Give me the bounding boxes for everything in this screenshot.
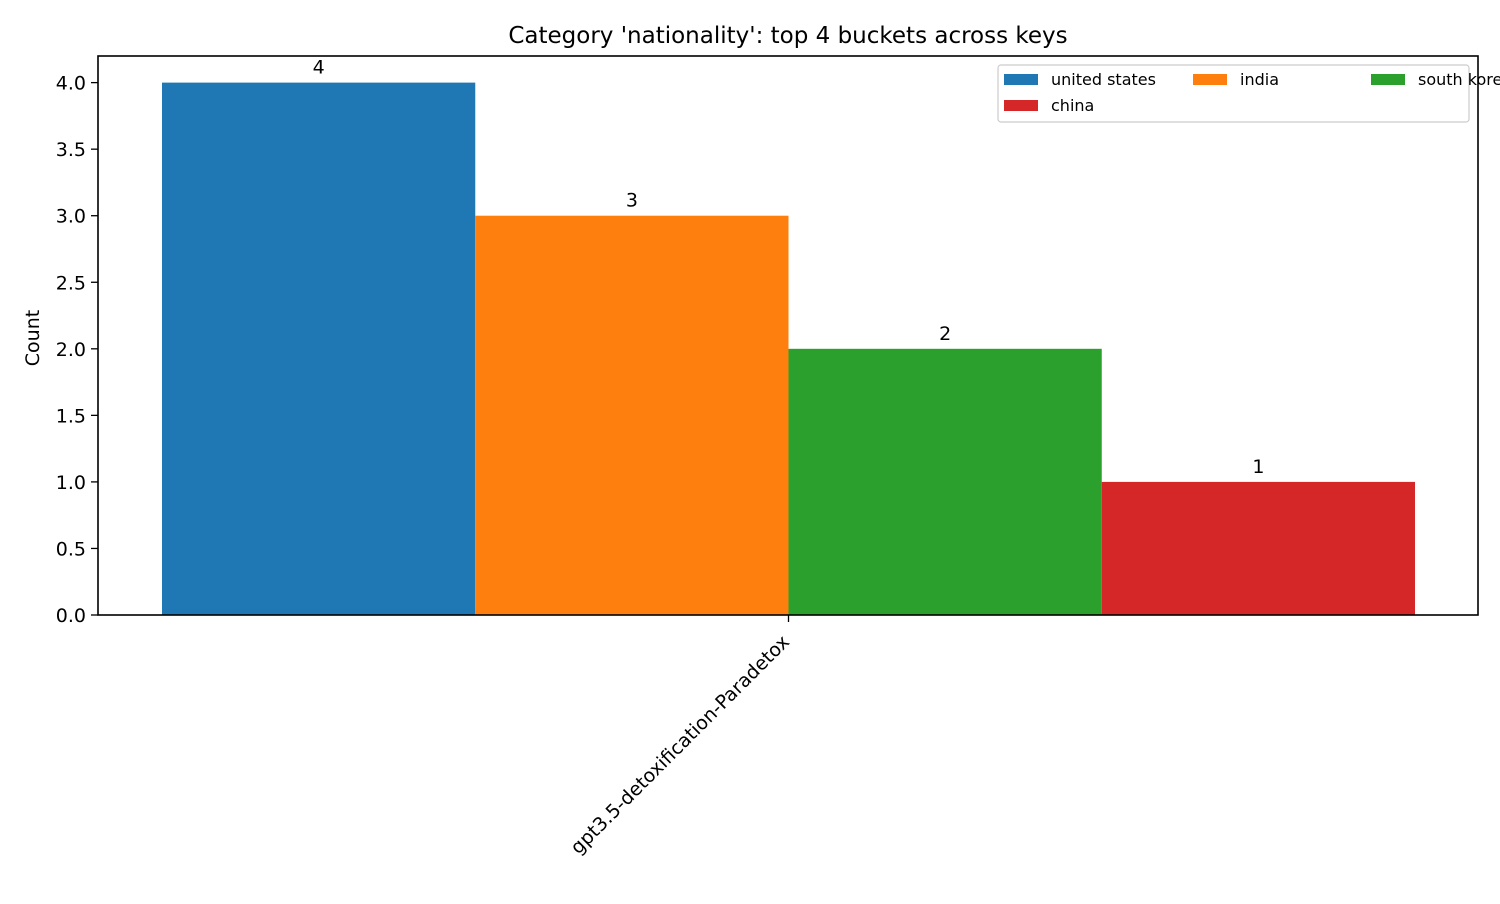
plot-frame — [97, 55, 1479, 616]
bar-value-label: 1 — [1252, 456, 1264, 478]
y-tick-label: 0.0 — [56, 605, 86, 627]
legend-item-label: china — [1051, 96, 1094, 115]
bar-united-states — [162, 82, 476, 616]
legend-frame — [997, 64, 1470, 123]
y-tick-label: 3.0 — [56, 206, 86, 228]
y-tick-label: 1.5 — [56, 405, 86, 427]
bar-south-korea — [788, 348, 1102, 615]
legend-swatch — [1371, 74, 1405, 85]
legend: united states india south korea china — [997, 64, 1500, 123]
y-axis-ticks: 0.0 0.5 1.0 1.5 2.0 2.5 3.0 3.5 4.0 — [56, 73, 98, 627]
y-tick-label: 0.5 — [56, 538, 86, 560]
y-tick-label: 3.5 — [56, 139, 86, 161]
bar-india — [475, 215, 789, 615]
legend-swatch — [1004, 100, 1038, 111]
bars — [162, 82, 1415, 616]
legend-swatch — [1193, 74, 1227, 85]
bar-china — [1101, 481, 1415, 615]
y-tick-label: 2.5 — [56, 272, 86, 294]
legend-swatch — [1004, 74, 1038, 85]
bar-value-label: 3 — [626, 190, 638, 212]
x-axis-ticks: gpt3.5-detoxification-Paradetox — [566, 615, 794, 859]
legend-item-label: united states — [1051, 70, 1156, 89]
legend-item-label: south korea — [1418, 70, 1500, 89]
y-tick-label: 4.0 — [56, 73, 86, 95]
y-axis-label: Count — [22, 310, 44, 366]
y-tick-label: 2.0 — [56, 339, 86, 361]
bar-value-labels: 4 3 2 1 — [313, 57, 1265, 478]
chart-title: Category 'nationality': top 4 buckets ac… — [508, 23, 1067, 49]
y-tick-label: 1.0 — [56, 472, 86, 494]
bar-value-label: 4 — [313, 57, 325, 79]
bar-value-label: 2 — [939, 323, 951, 345]
x-tick-label: gpt3.5-detoxification-Paradetox — [566, 631, 794, 859]
legend-item-label: india — [1240, 70, 1279, 89]
